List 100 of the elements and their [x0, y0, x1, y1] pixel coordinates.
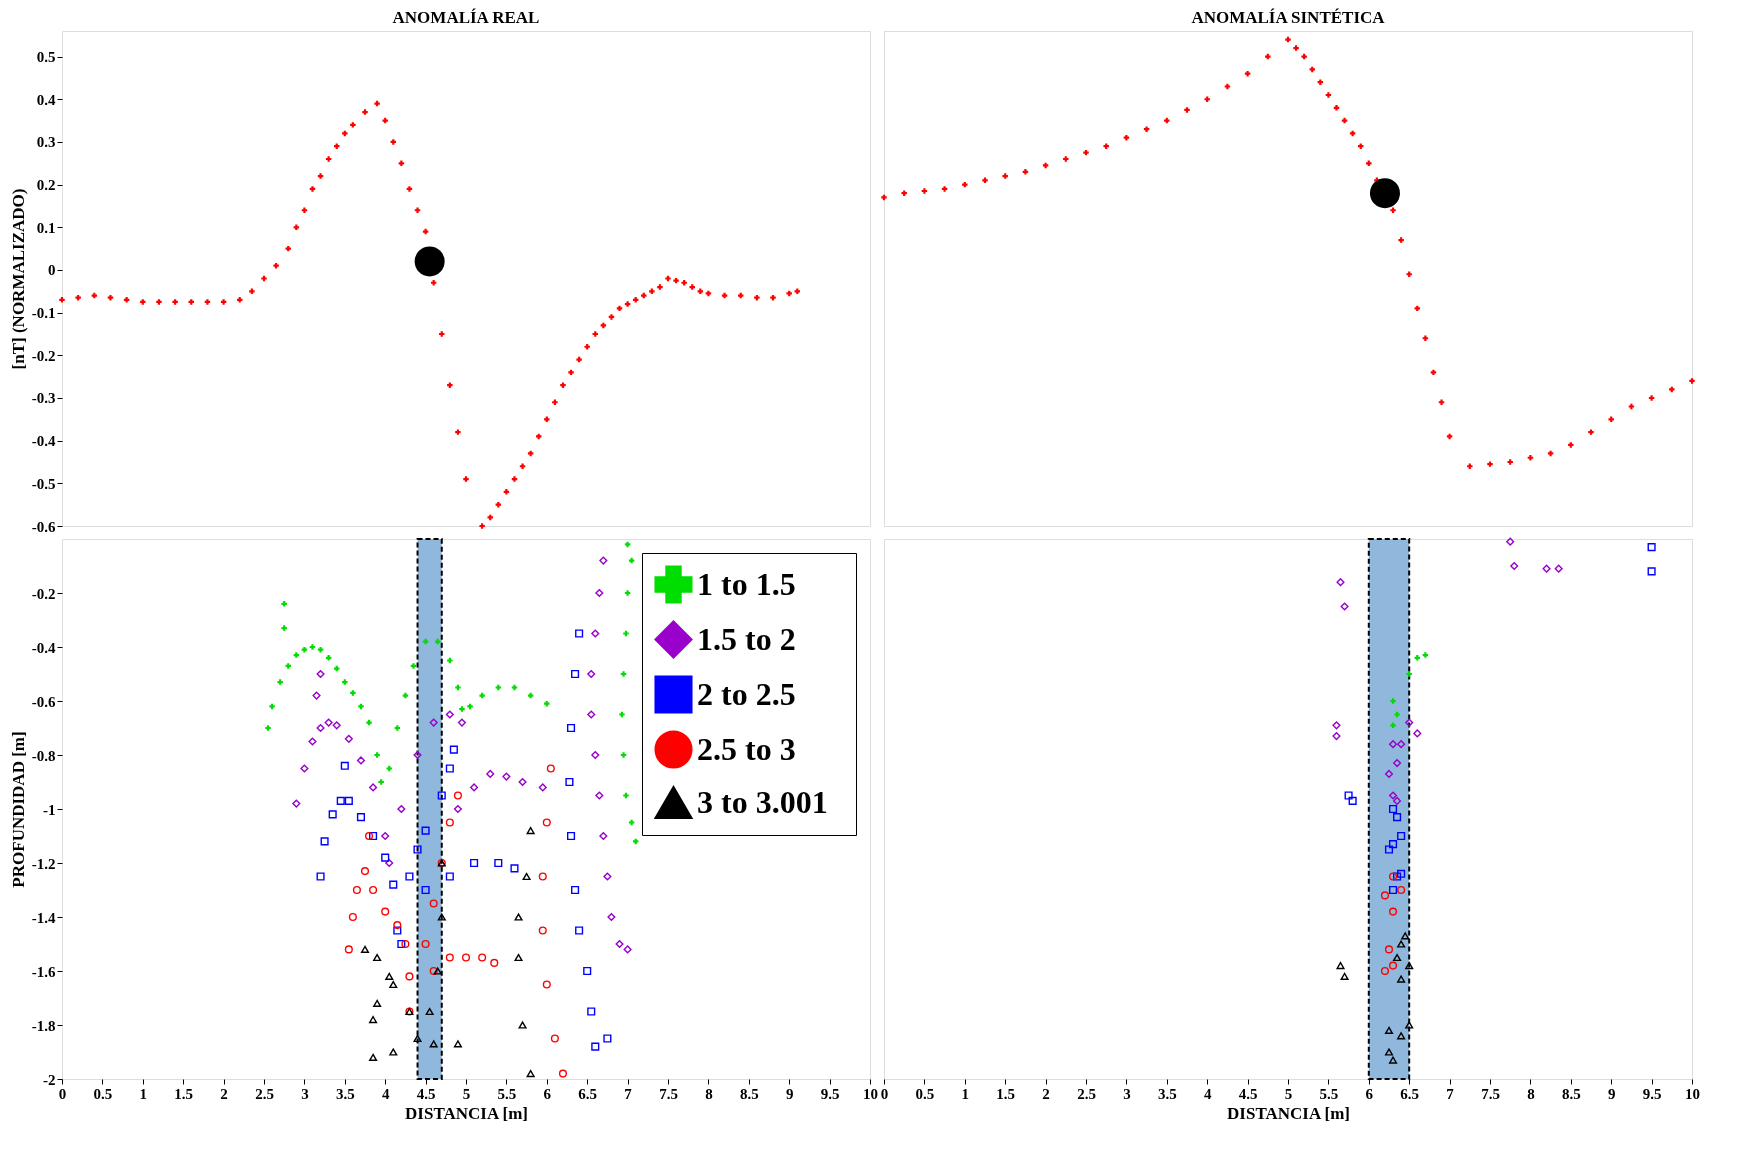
- point: [607, 912, 616, 922]
- x-tick-label: 1: [961, 1085, 970, 1102]
- point: [1390, 722, 1396, 729]
- point: [1083, 149, 1089, 156]
- point: [1333, 105, 1340, 111]
- y-axis-title: [nT] (NORMALIZADO): [8, 188, 28, 370]
- point: [1384, 845, 1394, 854]
- point: [511, 684, 518, 691]
- point: [1309, 66, 1315, 73]
- point: [623, 630, 629, 637]
- x-tick-label: 0.5: [915, 1085, 935, 1102]
- point: [1628, 403, 1635, 410]
- point: [413, 1034, 422, 1043]
- point: [1002, 173, 1008, 179]
- point: [575, 629, 584, 638]
- point: [1388, 840, 1398, 849]
- point: [459, 706, 465, 712]
- point: [344, 734, 353, 743]
- point: [494, 858, 503, 868]
- point: [1467, 463, 1473, 469]
- y-tick-label: -0.4: [31, 639, 56, 656]
- point: [538, 872, 547, 881]
- x-tick-label: 8.5: [1561, 1085, 1581, 1102]
- y-tick-label: -1.8: [31, 1017, 56, 1034]
- point: [352, 885, 361, 895]
- point: [901, 190, 907, 196]
- point: [587, 1007, 596, 1016]
- x-tick-label: 0: [880, 1085, 889, 1102]
- point: [1332, 732, 1341, 741]
- point: [269, 703, 275, 710]
- point: [421, 885, 430, 895]
- x-tick-label: 2.5: [255, 1085, 274, 1102]
- point: [1332, 721, 1341, 730]
- x-tick-label: 3.5: [335, 1085, 355, 1102]
- chart-title: ANOMALÍA REAL: [392, 8, 540, 27]
- point: [571, 885, 580, 895]
- point: [437, 791, 446, 800]
- point: [1568, 442, 1574, 448]
- point: [358, 703, 364, 710]
- point: [374, 752, 380, 758]
- point: [1388, 1056, 1398, 1064]
- point: [1414, 655, 1421, 661]
- point: [1394, 711, 1400, 718]
- point: [1388, 907, 1398, 916]
- point: [381, 907, 390, 916]
- point: [340, 761, 349, 770]
- legend-label: 1 to 1.5: [697, 565, 796, 602]
- point: [453, 791, 462, 800]
- point: [316, 669, 325, 679]
- x-tick-label: 9: [785, 1085, 794, 1102]
- x-tick-label: 3: [301, 1085, 309, 1102]
- point: [518, 777, 527, 787]
- y-tick-label: -0.3: [31, 390, 56, 407]
- point: [486, 769, 495, 778]
- point: [982, 177, 988, 184]
- point: [285, 663, 291, 669]
- point: [1422, 652, 1429, 658]
- point: [385, 972, 394, 980]
- y-axis-title: PROFUNDIDAD [m]: [8, 731, 28, 888]
- point: [1393, 813, 1402, 822]
- point: [429, 1040, 438, 1048]
- point: [1547, 450, 1554, 457]
- point: [1608, 416, 1614, 423]
- point: [1397, 940, 1406, 948]
- point: [1336, 962, 1345, 970]
- point: [623, 945, 632, 954]
- point: [495, 684, 502, 691]
- x-tick-label: 4.5: [1238, 1085, 1258, 1102]
- point: [941, 186, 948, 192]
- point: [265, 725, 271, 731]
- point: [615, 939, 624, 949]
- point: [1325, 92, 1332, 98]
- point: [445, 710, 454, 719]
- x-axis-title: DISTANCIA [m]: [405, 1103, 528, 1123]
- x-tick-label: 3.5: [1157, 1085, 1177, 1102]
- point: [1405, 718, 1414, 727]
- point: [1349, 130, 1356, 137]
- point: [369, 1053, 378, 1062]
- y-tick-label: -0.1: [31, 305, 56, 322]
- legend-label: 1.5 to 2: [697, 620, 796, 657]
- point: [324, 718, 333, 727]
- point: [1487, 461, 1493, 467]
- point: [1689, 378, 1695, 384]
- point: [571, 669, 580, 679]
- legend-label: 3 to 3.001: [697, 783, 828, 820]
- point: [401, 939, 410, 949]
- x-tick-label: 2.5: [1077, 1085, 1096, 1102]
- point: [558, 1069, 568, 1078]
- x-tick-label: 5: [462, 1085, 471, 1102]
- point: [962, 181, 968, 188]
- point: [447, 657, 453, 664]
- point: [583, 966, 592, 976]
- y-tick-label: -1.4: [31, 909, 56, 926]
- chart-title: ANOMALÍA SINTÉTICA: [1191, 8, 1386, 27]
- point: [369, 1016, 378, 1024]
- y-tick-label: 0.1: [36, 219, 56, 236]
- point: [364, 831, 374, 841]
- point: [1388, 791, 1398, 800]
- point: [881, 194, 887, 201]
- point: [1393, 759, 1402, 768]
